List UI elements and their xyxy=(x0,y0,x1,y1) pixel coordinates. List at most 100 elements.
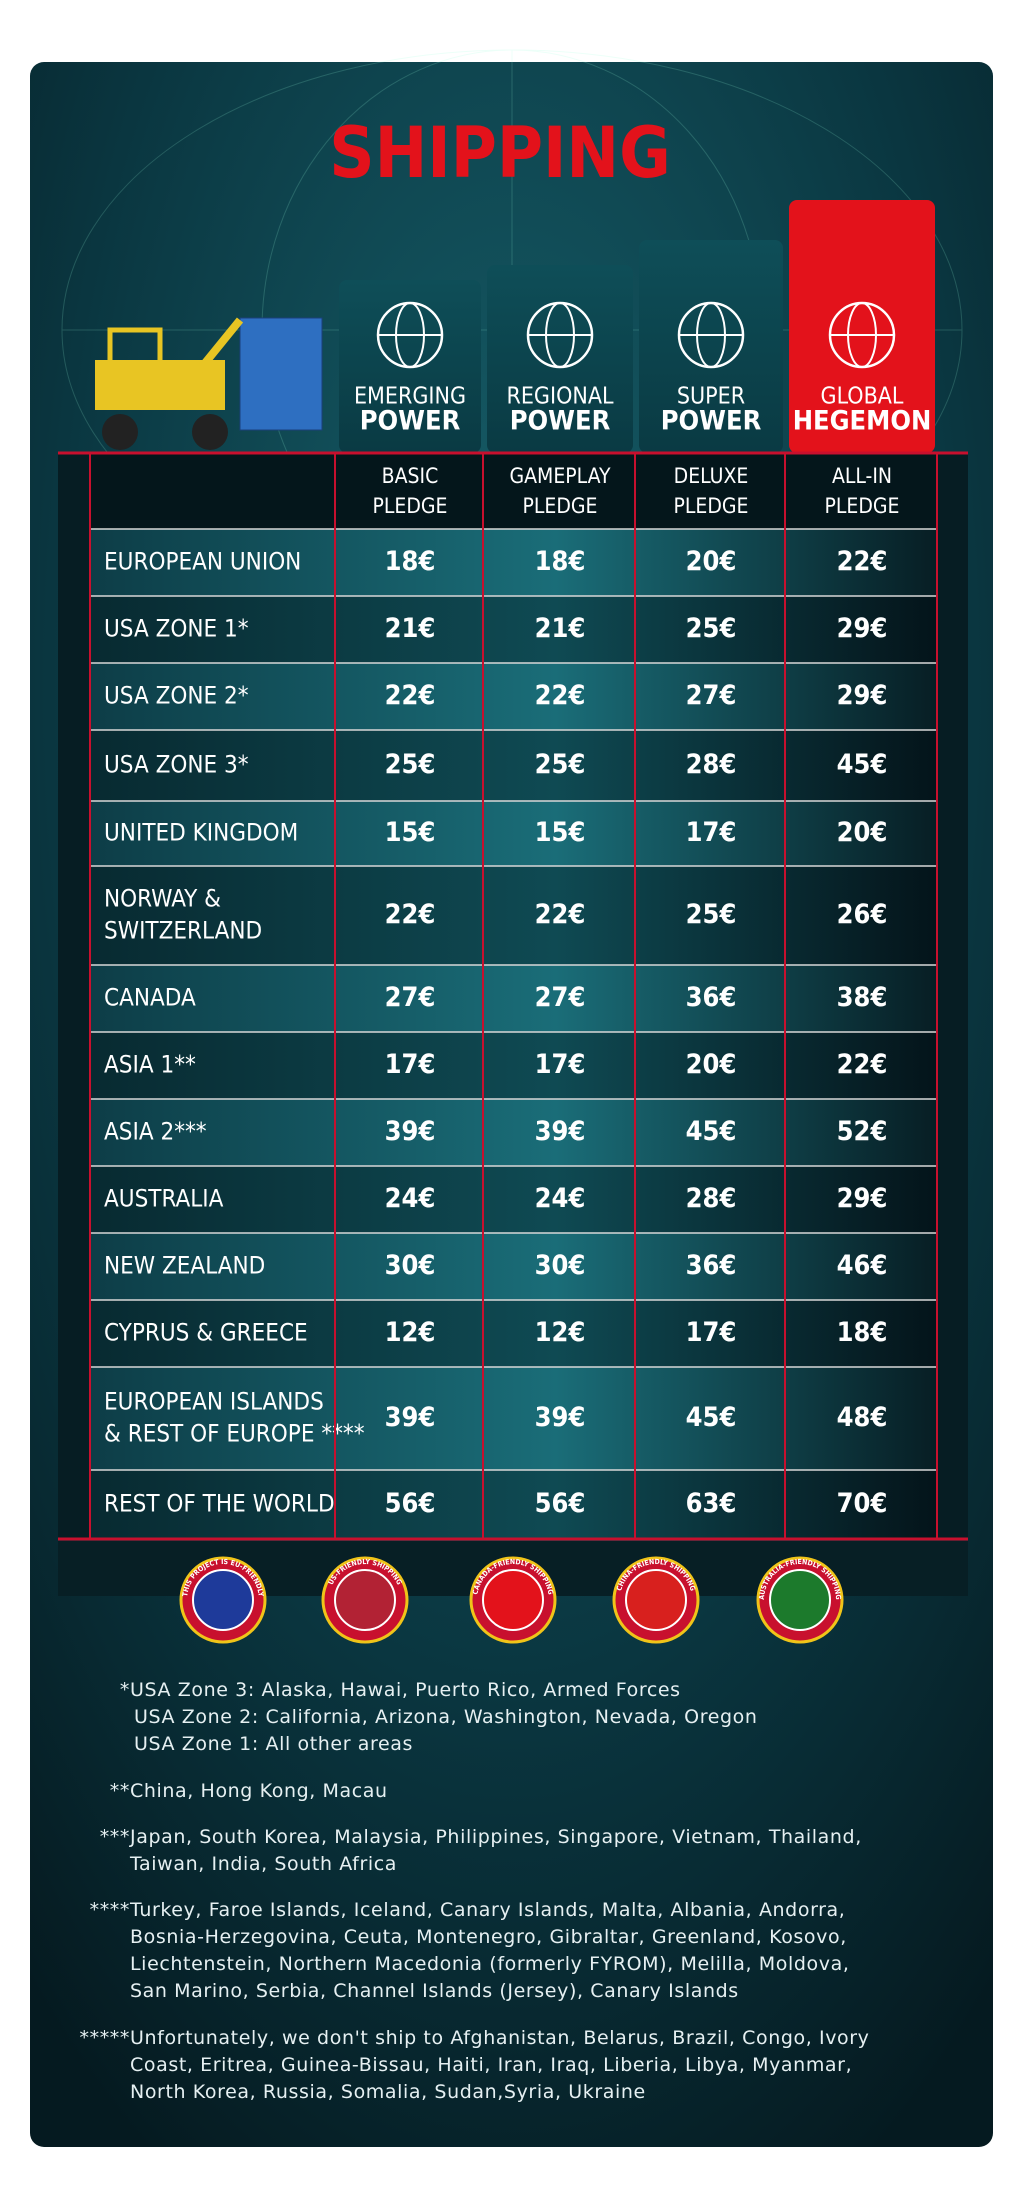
row xyxy=(90,1300,937,1367)
region: AUSTRALIA xyxy=(104,1185,224,1213)
price: 17€ xyxy=(535,1049,586,1080)
price: 45€ xyxy=(837,749,888,780)
tier-top: GLOBAL xyxy=(821,384,904,410)
price: 29€ xyxy=(837,613,888,644)
row xyxy=(90,866,937,965)
tier-box xyxy=(639,240,783,453)
row xyxy=(90,730,937,801)
tier-bottom: HEGEMON xyxy=(793,406,932,437)
note-line: Coast, Eritrea, Guinea-Bissau, Haiti, Ir… xyxy=(130,2054,852,2076)
forklift xyxy=(95,317,323,450)
badge-core xyxy=(482,1569,544,1631)
pledge-label: DELUXE xyxy=(674,464,749,488)
price: 22€ xyxy=(837,1049,888,1080)
price: 39€ xyxy=(535,1116,586,1147)
region: CANADA xyxy=(104,984,196,1012)
price: 27€ xyxy=(535,982,586,1013)
price: 26€ xyxy=(837,899,888,930)
price: 36€ xyxy=(686,1250,737,1281)
tier-top: REGIONAL xyxy=(506,384,613,410)
price: 63€ xyxy=(686,1488,737,1519)
note-marker: ** xyxy=(110,1780,130,1802)
price: 46€ xyxy=(837,1250,888,1281)
price: 22€ xyxy=(385,680,436,711)
price: 17€ xyxy=(686,1317,737,1348)
price: 15€ xyxy=(535,817,586,848)
note-line: North Korea, Russia, Somalia, Sudan,Syri… xyxy=(130,2081,646,2103)
price: 28€ xyxy=(686,1183,737,1214)
region: & REST OF EUROPE **** xyxy=(104,1420,365,1448)
price: 20€ xyxy=(686,1049,737,1080)
region: CYPRUS & GREECE xyxy=(104,1319,308,1347)
note-line: USA Zone 3: Alaska, Hawai, Puerto Rico, … xyxy=(130,1679,681,1701)
price: 12€ xyxy=(535,1317,586,1348)
price: 20€ xyxy=(837,817,888,848)
region: USA ZONE 2* xyxy=(104,682,249,710)
pledge-label: ALL-IN xyxy=(832,464,892,488)
row xyxy=(90,1099,937,1166)
header-row xyxy=(90,453,937,529)
region: REST OF THE WORLD xyxy=(104,1490,335,1518)
price: 29€ xyxy=(837,680,888,711)
pledge-label: PLEDGE xyxy=(523,494,598,518)
price: 45€ xyxy=(686,1116,737,1147)
note-line: USA Zone 2: California, Arizona, Washing… xyxy=(134,1706,758,1728)
price: 18€ xyxy=(535,546,586,577)
badge-core xyxy=(625,1569,687,1631)
note-line: San Marino, Serbia, Channel Islands (Jer… xyxy=(130,1980,739,2002)
price: 17€ xyxy=(686,817,737,848)
price: 45€ xyxy=(686,1402,737,1433)
badge-core xyxy=(192,1569,254,1631)
price: 25€ xyxy=(686,899,737,930)
region: NORWAY & xyxy=(104,885,221,913)
price: 20€ xyxy=(686,546,737,577)
row xyxy=(90,529,937,596)
price: 22€ xyxy=(535,680,586,711)
pledge-label: GAMEPLAY xyxy=(509,464,610,488)
price: 29€ xyxy=(837,1183,888,1214)
price: 18€ xyxy=(837,1317,888,1348)
note-line: Taiwan, India, South Africa xyxy=(129,1853,397,1875)
note-marker: * xyxy=(120,1679,130,1701)
price: 21€ xyxy=(385,613,436,644)
region: SWITZERLAND xyxy=(104,917,262,945)
note-line: USA Zone 1: All other areas xyxy=(134,1733,413,1755)
tier-box xyxy=(789,200,935,453)
badge-core xyxy=(334,1569,396,1631)
price: 12€ xyxy=(385,1317,436,1348)
row xyxy=(90,801,937,866)
tier-top: SUPER xyxy=(677,384,745,410)
pledge-label: PLEDGE xyxy=(373,494,448,518)
price: 39€ xyxy=(535,1402,586,1433)
title: SHIPPING xyxy=(329,112,671,194)
pledge-label: PLEDGE xyxy=(674,494,749,518)
note-marker: **** xyxy=(90,1899,130,1921)
row xyxy=(90,1367,937,1470)
price: 30€ xyxy=(385,1250,436,1281)
row xyxy=(90,1470,937,1539)
badge-core xyxy=(769,1569,831,1631)
price: 28€ xyxy=(686,749,737,780)
tier-bottom: POWER xyxy=(661,406,762,437)
region: USA ZONE 1* xyxy=(104,615,249,643)
region: NEW ZEALAND xyxy=(104,1252,265,1280)
note-line: Unfortunately, we don't ship to Afghanis… xyxy=(130,2027,870,2049)
tier-top: EMERGING xyxy=(354,384,466,410)
row xyxy=(90,663,937,730)
tier-bottom: POWER xyxy=(360,406,461,437)
price: 27€ xyxy=(686,680,737,711)
price: 39€ xyxy=(385,1402,436,1433)
price: 56€ xyxy=(385,1488,436,1519)
price: 25€ xyxy=(385,749,436,780)
price: 30€ xyxy=(535,1250,586,1281)
price: 70€ xyxy=(837,1488,888,1519)
price: 27€ xyxy=(385,982,436,1013)
price: 17€ xyxy=(385,1049,436,1080)
region: ASIA 2*** xyxy=(104,1118,207,1146)
note-line: China, Hong Kong, Macau xyxy=(130,1780,388,1802)
price: 18€ xyxy=(385,546,436,577)
price: 25€ xyxy=(686,613,737,644)
price: 38€ xyxy=(837,982,888,1013)
price: 24€ xyxy=(535,1183,586,1214)
region: EUROPEAN ISLANDS xyxy=(104,1388,324,1416)
